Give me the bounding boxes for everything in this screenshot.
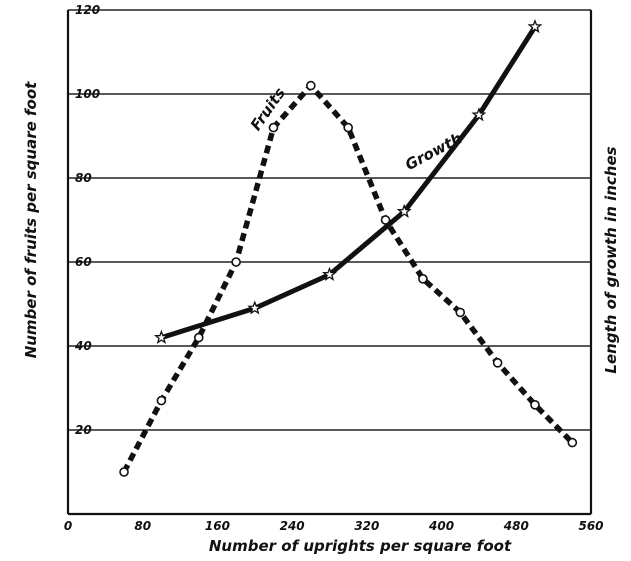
plot-frame — [66, 10, 593, 516]
data-point-fruits — [418, 273, 428, 284]
data-point-fruits — [530, 399, 540, 410]
data-point-growth — [527, 18, 543, 34]
data-point-fruits — [268, 122, 279, 133]
y-axis-title-left: Number of fruits per square foot — [22, 81, 40, 358]
x-tick-label: 480 — [503, 519, 529, 533]
data-point-growth — [471, 107, 487, 122]
y-tick-label: 80 — [75, 171, 92, 185]
x-tick-label: 400 — [428, 519, 454, 533]
data-point-fruits — [455, 307, 466, 318]
data-point-growth — [396, 203, 412, 218]
data-point-fruits — [306, 80, 316, 91]
series-label-growth: Growth — [402, 129, 465, 174]
data-point-fruits — [343, 122, 353, 133]
series-line-fruits — [121, 82, 575, 474]
data-point-fruits — [231, 257, 241, 267]
data-point-growth — [153, 329, 169, 344]
x-axis-title: Number of uprights per square foot — [209, 537, 512, 555]
y-tick-label: 120 — [75, 3, 100, 17]
y-axis-title-right: Length of growth in inches — [602, 146, 620, 373]
data-point-growth — [322, 266, 337, 281]
x-tick-label: 320 — [354, 519, 379, 533]
series-layer — [119, 18, 578, 477]
x-tick-label: 160 — [205, 519, 230, 533]
x-tick-label: 80 — [134, 519, 151, 533]
y-tick-label: 20 — [75, 423, 92, 437]
x-tick-label: 240 — [280, 519, 305, 533]
x-tick-label: 0 — [64, 519, 72, 533]
y-tick-label: 40 — [74, 339, 92, 353]
data-point-fruits — [380, 215, 391, 225]
data-point-fruits — [567, 437, 578, 448]
y-tick-label: 100 — [75, 87, 100, 101]
x-tick-label: 560 — [578, 519, 603, 533]
data-point-fruits — [119, 467, 129, 477]
y-tick-label: 60 — [75, 255, 92, 269]
tick-labels: 0 80 160 240 320 400 480 560 20 40 60 80 100 120 — [64, 3, 604, 533]
series-label-fruits: Fruits — [247, 84, 289, 134]
data-point-fruits — [492, 357, 503, 368]
series-line-growth — [160, 25, 538, 340]
grid-lines — [68, 9, 591, 431]
data-point-fruits — [193, 332, 204, 343]
data-point-growth — [247, 300, 263, 315]
data-point-fruits — [156, 395, 167, 406]
